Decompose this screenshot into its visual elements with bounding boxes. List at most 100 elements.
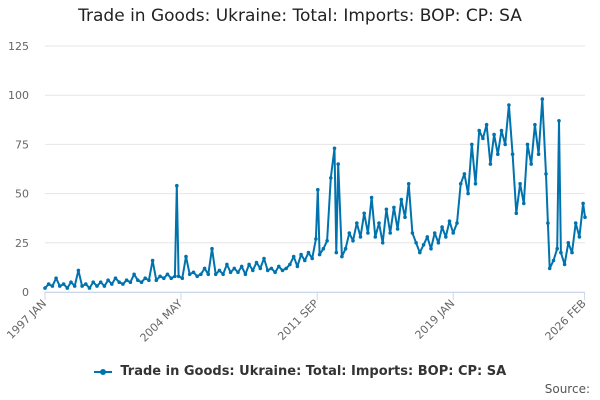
data-point[interactable]: [180, 276, 185, 281]
data-point[interactable]: [458, 182, 463, 186]
data-point[interactable]: [91, 280, 95, 285]
data-point[interactable]: [432, 231, 437, 235]
data-point[interactable]: [102, 284, 107, 288]
data-point[interactable]: [176, 274, 181, 279]
data-point[interactable]: [557, 119, 561, 123]
data-point[interactable]: [299, 252, 303, 257]
data-point[interactable]: [444, 235, 448, 239]
data-point[interactable]: [314, 237, 318, 241]
data-point[interactable]: [43, 286, 47, 290]
data-point[interactable]: [425, 235, 430, 239]
data-point[interactable]: [343, 246, 348, 251]
data-point[interactable]: [366, 231, 370, 235]
data-point[interactable]: [351, 239, 355, 243]
data-point[interactable]: [514, 211, 519, 216]
data-point[interactable]: [325, 239, 329, 243]
data-point[interactable]: [403, 215, 407, 219]
data-point[interactable]: [484, 122, 489, 127]
data-point[interactable]: [173, 274, 177, 279]
data-point[interactable]: [317, 252, 322, 257]
data-point[interactable]: [533, 122, 537, 127]
data-point[interactable]: [258, 266, 263, 271]
data-point[interactable]: [488, 162, 493, 166]
data-point[interactable]: [110, 282, 114, 286]
data-point[interactable]: [284, 266, 289, 271]
data-point[interactable]: [136, 278, 140, 283]
data-point[interactable]: [247, 262, 251, 267]
data-point[interactable]: [455, 221, 459, 225]
data-point[interactable]: [577, 235, 582, 239]
data-point[interactable]: [236, 270, 240, 275]
data-point[interactable]: [436, 241, 441, 245]
data-point[interactable]: [265, 268, 270, 273]
data-point[interactable]: [221, 272, 225, 277]
data-point[interactable]: [251, 268, 255, 273]
legend[interactable]: Trade in Goods: Ukraine: Total: Imports:…: [0, 364, 600, 379]
data-point[interactable]: [559, 250, 563, 255]
data-point[interactable]: [421, 243, 426, 247]
data-point[interactable]: [175, 183, 179, 188]
data-point[interactable]: [50, 284, 55, 288]
data-point[interactable]: [213, 272, 218, 277]
data-point[interactable]: [473, 182, 478, 186]
data-point[interactable]: [470, 142, 474, 147]
data-point[interactable]: [269, 266, 274, 271]
data-point[interactable]: [280, 268, 285, 273]
data-point[interactable]: [310, 256, 315, 261]
data-point[interactable]: [277, 264, 281, 269]
data-point[interactable]: [377, 221, 381, 225]
data-point[interactable]: [418, 250, 422, 255]
data-point[interactable]: [262, 256, 266, 261]
data-point[interactable]: [291, 254, 296, 259]
data-point[interactable]: [329, 176, 333, 180]
data-point[interactable]: [429, 246, 433, 251]
data-point[interactable]: [573, 221, 578, 225]
data-point[interactable]: [254, 260, 259, 265]
data-point[interactable]: [551, 258, 556, 263]
data-point[interactable]: [544, 172, 548, 176]
data-point[interactable]: [510, 152, 515, 156]
data-point[interactable]: [54, 276, 58, 281]
data-point[interactable]: [507, 103, 511, 107]
data-point[interactable]: [462, 172, 467, 176]
data-point[interactable]: [128, 280, 133, 285]
data-point[interactable]: [321, 246, 326, 251]
data-point[interactable]: [87, 286, 92, 290]
data-point[interactable]: [184, 254, 188, 259]
data-point[interactable]: [536, 152, 541, 156]
data-point[interactable]: [503, 142, 508, 147]
data-point[interactable]: [358, 235, 363, 239]
data-point[interactable]: [124, 278, 129, 283]
data-point[interactable]: [492, 132, 496, 137]
data-point[interactable]: [570, 250, 574, 255]
data-point[interactable]: [199, 272, 203, 277]
data-point[interactable]: [202, 266, 207, 271]
data-point[interactable]: [481, 136, 485, 141]
data-point[interactable]: [410, 231, 415, 235]
data-point[interactable]: [121, 282, 125, 286]
data-point[interactable]: [499, 128, 504, 133]
data-point[interactable]: [187, 272, 192, 277]
data-point[interactable]: [466, 191, 470, 196]
data-point[interactable]: [273, 270, 277, 275]
data-point[interactable]: [562, 262, 567, 267]
data-point[interactable]: [380, 241, 385, 245]
data-point[interactable]: [84, 282, 88, 286]
data-point[interactable]: [369, 195, 374, 200]
data-point[interactable]: [147, 278, 151, 283]
data-point[interactable]: [225, 262, 229, 267]
data-point[interactable]: [72, 284, 77, 288]
data-point[interactable]: [158, 274, 162, 279]
data-point[interactable]: [406, 182, 411, 186]
data-point[interactable]: [295, 264, 300, 269]
data-point[interactable]: [306, 250, 311, 255]
data-point[interactable]: [154, 278, 159, 283]
data-point[interactable]: [373, 235, 378, 239]
data-point[interactable]: [496, 152, 500, 156]
data-point[interactable]: [522, 201, 526, 206]
data-point[interactable]: [117, 280, 121, 285]
data-point[interactable]: [217, 268, 222, 273]
data-point[interactable]: [566, 241, 571, 245]
data-point[interactable]: [414, 241, 418, 245]
data-point[interactable]: [384, 207, 389, 212]
